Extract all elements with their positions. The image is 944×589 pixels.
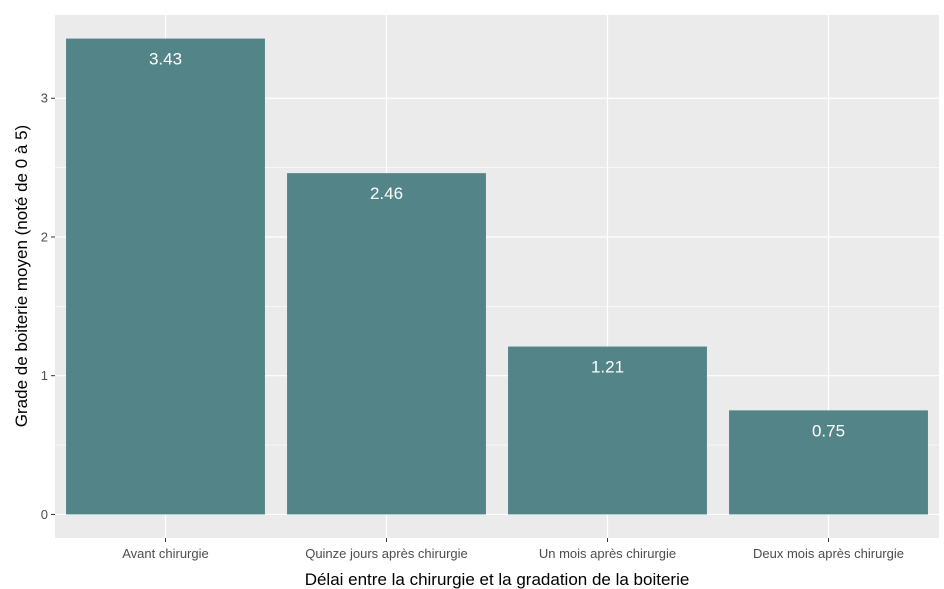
- x-tick-label: Deux mois après chirurgie: [753, 546, 904, 561]
- x-axis-title: Délai entre la chirurgie et la gradation…: [305, 570, 690, 589]
- bars: [66, 38, 928, 515]
- bar: [66, 38, 265, 515]
- y-axis-ticks: 0 1 2 3: [41, 91, 55, 522]
- y-tick-label: 2: [41, 229, 48, 244]
- bar-value-label: 3.43: [149, 50, 182, 69]
- y-tick-label: 0: [41, 507, 48, 522]
- x-tick-label: Avant chirurgie: [122, 546, 208, 561]
- x-axis-ticks: Avant chirurgie Quinze jours après chirur…: [122, 538, 904, 561]
- y-tick-label: 1: [41, 368, 48, 383]
- bar: [729, 410, 928, 515]
- bar: [287, 173, 486, 515]
- data-labels: 3.43 2.46 1.21 0.75: [149, 50, 845, 441]
- bar: [508, 346, 707, 515]
- bar-value-label: 2.46: [370, 184, 403, 203]
- x-tick-label: Quinze jours après chirurgie: [305, 546, 468, 561]
- x-tick-label: Un mois après chirurgie: [539, 546, 676, 561]
- bar-value-label: 0.75: [812, 421, 845, 440]
- y-axis-title: Grade de boiterie moyen (noté de 0 à 5): [12, 125, 31, 427]
- bar-value-label: 1.21: [591, 358, 624, 377]
- y-tick-label: 3: [41, 91, 48, 106]
